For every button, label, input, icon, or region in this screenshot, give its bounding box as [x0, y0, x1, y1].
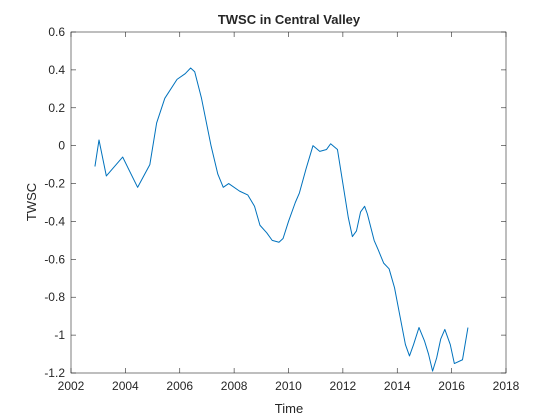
data-line — [94, 67, 469, 372]
y-tick-label: -0.4 — [44, 214, 65, 228]
x-tick-label: 2002 — [58, 379, 85, 393]
y-tick-label: -0.2 — [44, 177, 65, 191]
x-tick-label: 2012 — [330, 379, 357, 393]
x-tick-label: 2004 — [112, 379, 139, 393]
y-tick-label: -1.2 — [44, 366, 65, 380]
y-tick-label: 0.6 — [48, 25, 65, 39]
x-tick-label: 2014 — [384, 379, 411, 393]
x-axis-label: Time — [275, 401, 303, 416]
y-tick-label: 0.4 — [48, 63, 65, 77]
y-tick-label: -0.6 — [44, 252, 65, 266]
x-tick-label: 2006 — [166, 379, 193, 393]
plot-area — [70, 31, 507, 374]
x-tick-label: 2018 — [493, 379, 520, 393]
chart-title: TWSC in Central Valley — [218, 12, 361, 27]
x-tick-label: 2010 — [275, 379, 302, 393]
x-tick-label: 2008 — [221, 379, 248, 393]
y-tick-label: -1 — [54, 328, 65, 342]
y-tick-label: -0.8 — [44, 290, 65, 304]
y-tick-label: 0.2 — [48, 101, 65, 115]
x-tick-label: 2016 — [438, 379, 465, 393]
y-axis-label: TWSC — [24, 183, 39, 221]
y-tick-label: 0 — [58, 139, 65, 153]
